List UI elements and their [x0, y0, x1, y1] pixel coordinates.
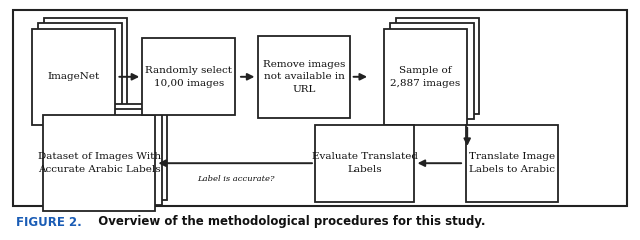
Text: ImageNet: ImageNet [47, 72, 100, 81]
Bar [44, 115, 155, 211]
Text: Evaluate Translated
Labels: Evaluate Translated Labels [312, 152, 418, 174]
Text: Translate Image
Labels to Arabic: Translate Image Labels to Arabic [469, 152, 555, 174]
Bar [13, 10, 627, 206]
Text: FIGURE 2.: FIGURE 2. [16, 216, 82, 228]
Bar [142, 38, 235, 115]
Bar [384, 29, 467, 125]
Text: Label is accurate?: Label is accurate? [196, 175, 275, 183]
Text: Sample of
2,887 images: Sample of 2,887 images [390, 66, 461, 88]
Text: Remove images
not available in
URL: Remove images not available in URL [263, 60, 345, 94]
Text: Dataset of Images With
Accurate Arabic Labels: Dataset of Images With Accurate Arabic L… [38, 152, 161, 174]
Bar [390, 23, 474, 119]
Text: Overview of the methodological procedures for this study.: Overview of the methodological procedure… [90, 216, 485, 228]
Bar [466, 125, 559, 202]
Bar [315, 125, 415, 202]
Bar [50, 109, 161, 205]
Bar [32, 29, 115, 125]
Bar [257, 36, 351, 118]
Bar [38, 23, 122, 119]
Bar [396, 18, 479, 114]
Bar [55, 104, 166, 200]
Text: Randomly select
10,00 images: Randomly select 10,00 images [145, 66, 232, 88]
Bar [44, 18, 127, 114]
